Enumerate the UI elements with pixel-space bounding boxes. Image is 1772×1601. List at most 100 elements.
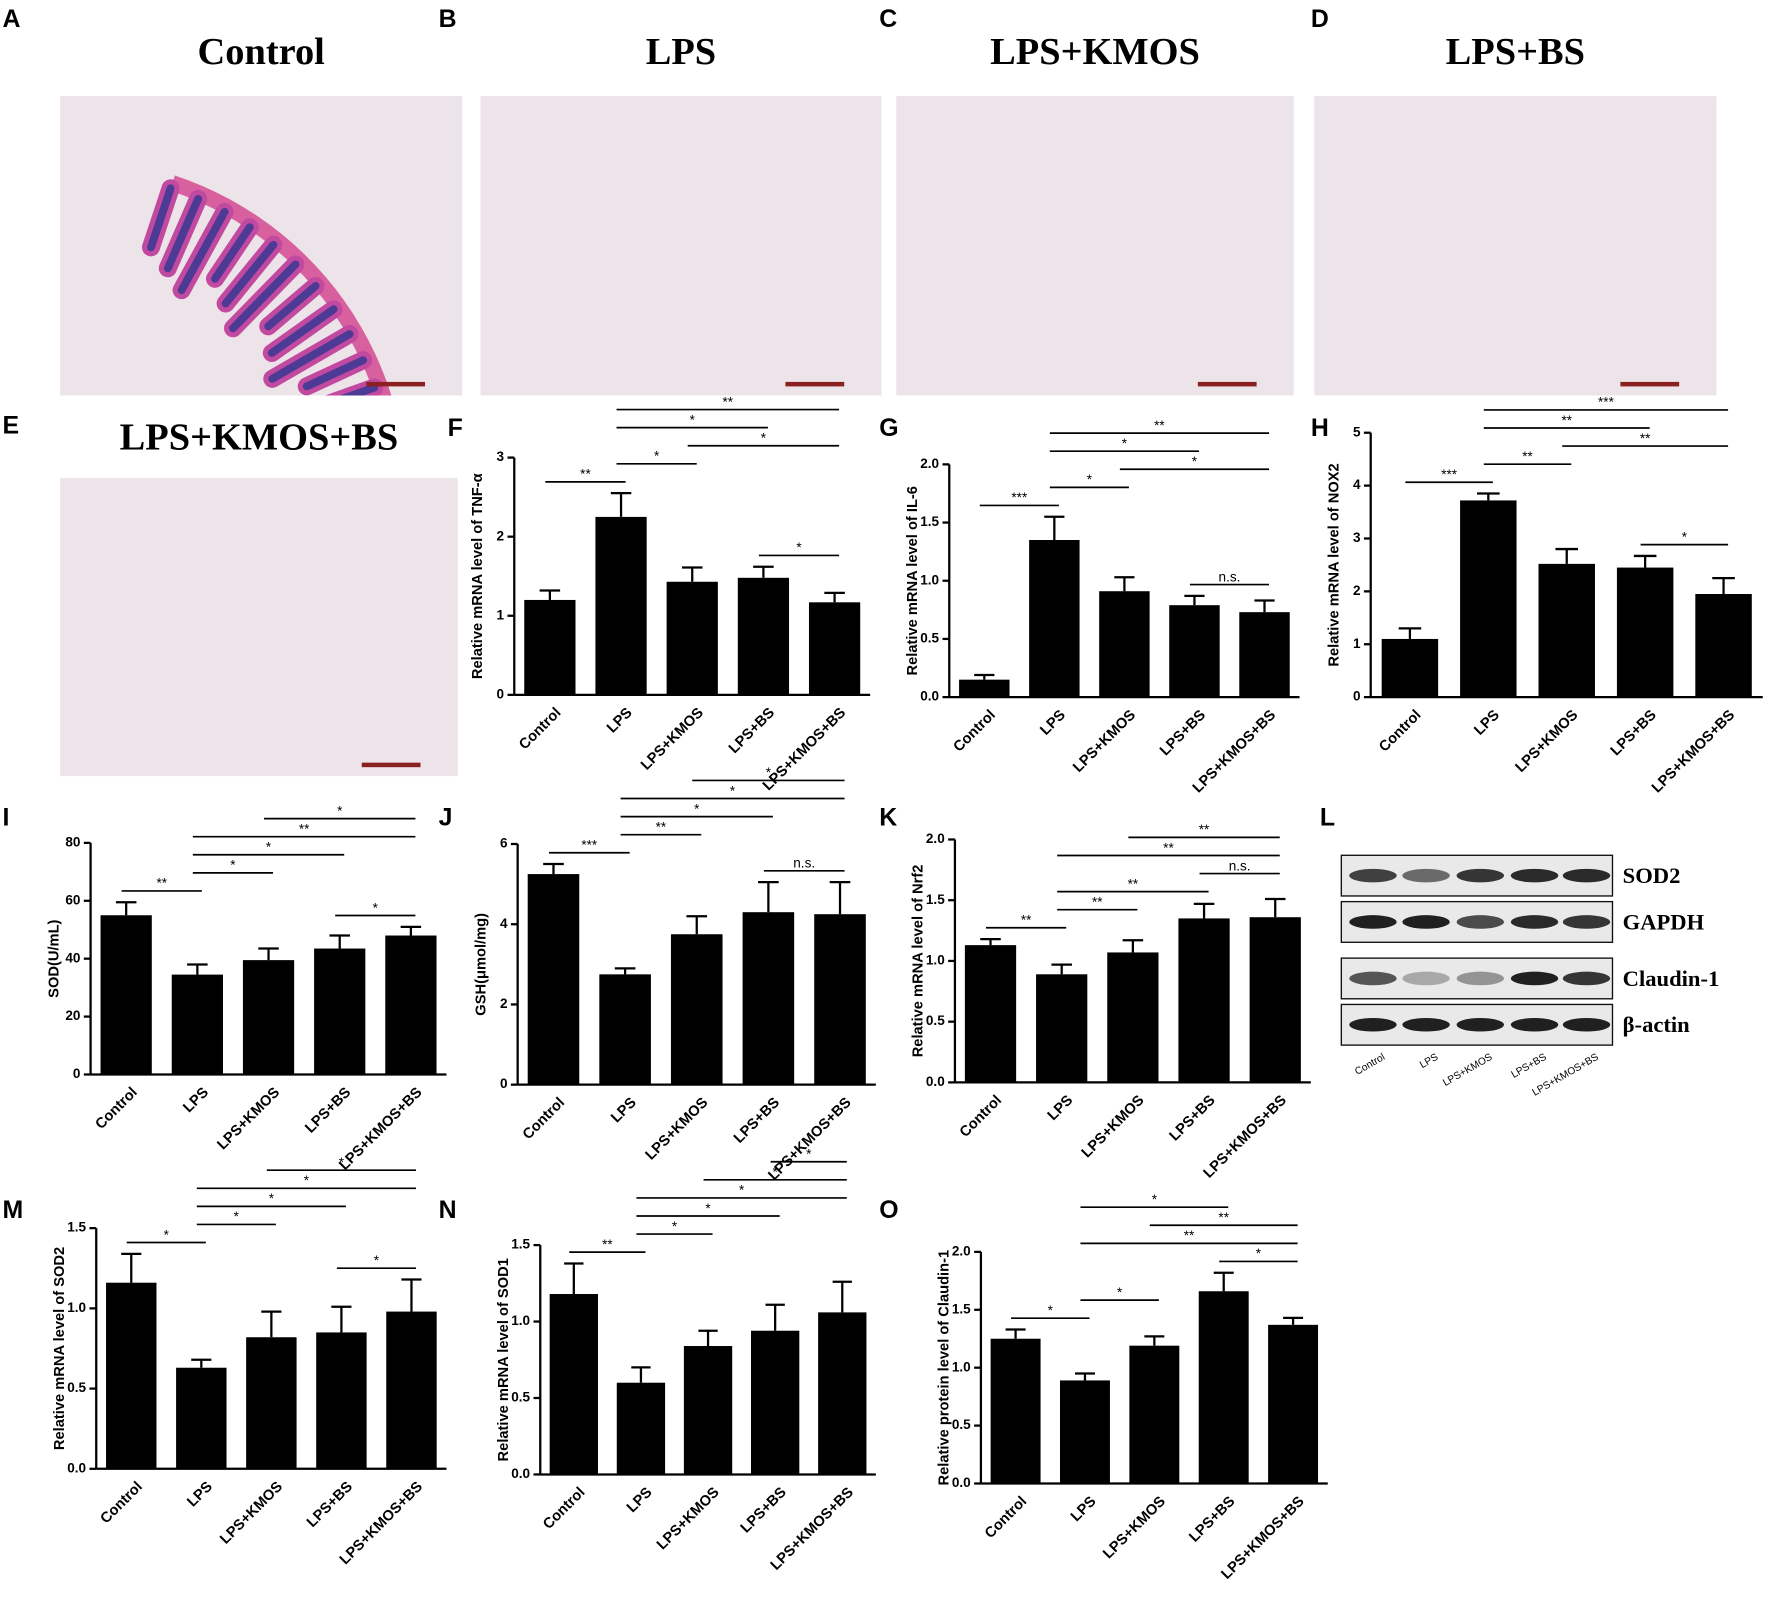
bar bbox=[549, 1294, 598, 1475]
x-tick-label: LPS+BS bbox=[731, 1095, 783, 1147]
y-tick-label: 4 bbox=[1353, 477, 1361, 492]
blot-band bbox=[1349, 1017, 1397, 1032]
blot-band bbox=[1349, 868, 1397, 883]
x-tick-label: Control bbox=[520, 1095, 568, 1143]
y-tick-label: 20 bbox=[65, 1008, 80, 1023]
significance-label: * bbox=[730, 783, 736, 798]
significance-label: ** bbox=[723, 394, 734, 409]
y-tick-label: 2.0 bbox=[952, 1243, 971, 1258]
x-tick-label: LPS+KMOS bbox=[638, 705, 707, 774]
scale-bar bbox=[1620, 381, 1680, 387]
y-tick-label: 1.0 bbox=[920, 572, 939, 587]
y-tick-label: 0.5 bbox=[952, 1417, 971, 1432]
x-tick-label: LPS+KMOS bbox=[214, 1084, 283, 1153]
significance-label: *** bbox=[1441, 467, 1458, 482]
image-title: LPS+KMOS+BS bbox=[120, 416, 399, 458]
significance-label: ** bbox=[580, 467, 591, 482]
y-tick-label: 1.0 bbox=[511, 1313, 530, 1328]
x-tick-label: Control bbox=[540, 1485, 588, 1533]
x-tick-label: LPS+KMOS bbox=[1070, 707, 1139, 776]
villus-core bbox=[0, 1037, 42, 1086]
bar bbox=[1178, 918, 1230, 1083]
panel-letter: L bbox=[1320, 805, 1335, 832]
panel-letter: M bbox=[2, 1197, 23, 1224]
y-tick-label: 3 bbox=[1353, 530, 1361, 545]
bar bbox=[1381, 638, 1439, 698]
y-tick-label: 2 bbox=[497, 528, 505, 543]
villus bbox=[29, 1083, 69, 1131]
scale-bar bbox=[361, 762, 421, 768]
y-tick-label: 6 bbox=[500, 836, 508, 851]
bar bbox=[171, 974, 223, 1075]
significance-label: * bbox=[694, 801, 700, 816]
significance-label: *** bbox=[1598, 395, 1615, 410]
x-tick-label: Control bbox=[957, 1092, 1005, 1140]
x-tick-label: LPS+BS bbox=[1608, 707, 1660, 759]
significance-label: ** bbox=[1154, 418, 1165, 433]
y-axis-label: Relative mRNA level of NOX2 bbox=[1326, 463, 1342, 666]
blot-band bbox=[1349, 971, 1397, 986]
villus-core bbox=[268, 330, 354, 383]
image-background bbox=[60, 477, 458, 777]
significance-label: * bbox=[1192, 454, 1198, 469]
panel-letter: O bbox=[879, 1197, 898, 1224]
y-axis-label: SOD(U/mL) bbox=[46, 919, 62, 997]
y-axis-label: Relative mRNA level of IL-6 bbox=[905, 486, 921, 675]
blot-band bbox=[1402, 915, 1450, 929]
scale-bar bbox=[366, 381, 426, 387]
villus-core bbox=[211, 223, 254, 283]
y-tick-label: 0.5 bbox=[926, 1013, 945, 1028]
bar bbox=[1695, 594, 1752, 698]
blot-band bbox=[1456, 915, 1505, 929]
significance-label: * bbox=[234, 1209, 240, 1224]
x-tick-label: LPS bbox=[608, 1095, 640, 1127]
y-tick-label: 0.0 bbox=[926, 1074, 945, 1089]
bar bbox=[742, 912, 795, 1085]
significance-label: ** bbox=[1163, 840, 1174, 855]
image-background bbox=[1314, 96, 1717, 396]
significance-label: * bbox=[266, 840, 272, 855]
blot-lane-label: Control bbox=[1353, 1052, 1387, 1078]
y-axis-label: Relative mRNA level of Nrf2 bbox=[911, 865, 927, 1058]
histology-image bbox=[60, 96, 463, 396]
significance-label: * bbox=[304, 1173, 310, 1188]
significance-label: ** bbox=[1128, 876, 1139, 891]
y-tick-label: 5 bbox=[1353, 424, 1361, 439]
villus bbox=[1746, 197, 1772, 241]
significance-label: ** bbox=[1640, 431, 1651, 446]
panel-letter: D bbox=[1311, 6, 1329, 33]
x-tick-label: LPS+BS bbox=[738, 1484, 790, 1536]
villus-core bbox=[1712, 147, 1772, 205]
bar bbox=[527, 874, 580, 1085]
significance-label: * bbox=[1682, 529, 1688, 544]
x-tick-label: LPS+BS bbox=[726, 705, 778, 757]
blot-band bbox=[1349, 915, 1397, 929]
y-tick-label: 2 bbox=[1353, 583, 1361, 598]
panel-letter: A bbox=[2, 6, 20, 33]
y-tick-label: 0 bbox=[497, 686, 505, 701]
y-tick-label: 0.5 bbox=[67, 1380, 86, 1395]
x-tick-label: Control bbox=[98, 1479, 146, 1527]
y-tick-label: 1.5 bbox=[511, 1237, 530, 1252]
villus-core bbox=[452, 1074, 500, 1133]
villus bbox=[960, 0, 1029, 22]
y-axis-label: Relative mRNA level of SOD2 bbox=[52, 1247, 68, 1450]
bar bbox=[1099, 591, 1150, 698]
image-title: LPS+BS bbox=[1446, 31, 1585, 73]
y-tick-label: 0.0 bbox=[67, 1460, 86, 1475]
bar bbox=[808, 602, 861, 695]
y-tick-label: 1.5 bbox=[920, 514, 939, 529]
scale-bar bbox=[1197, 381, 1257, 387]
panel-letter: K bbox=[879, 805, 897, 832]
x-tick-label: LPS+KMOS+BS bbox=[1649, 707, 1738, 796]
y-tick-label: 3 bbox=[497, 449, 505, 464]
blot-band bbox=[1562, 868, 1611, 883]
y-tick-label: 0.5 bbox=[920, 631, 939, 646]
x-tick-label: LPS bbox=[1045, 1092, 1077, 1124]
villus-core bbox=[267, 305, 338, 357]
bar bbox=[176, 1367, 227, 1469]
panel-letter: F bbox=[448, 415, 463, 442]
villus-core bbox=[29, 1083, 69, 1131]
villus-core bbox=[315, 1136, 328, 1211]
